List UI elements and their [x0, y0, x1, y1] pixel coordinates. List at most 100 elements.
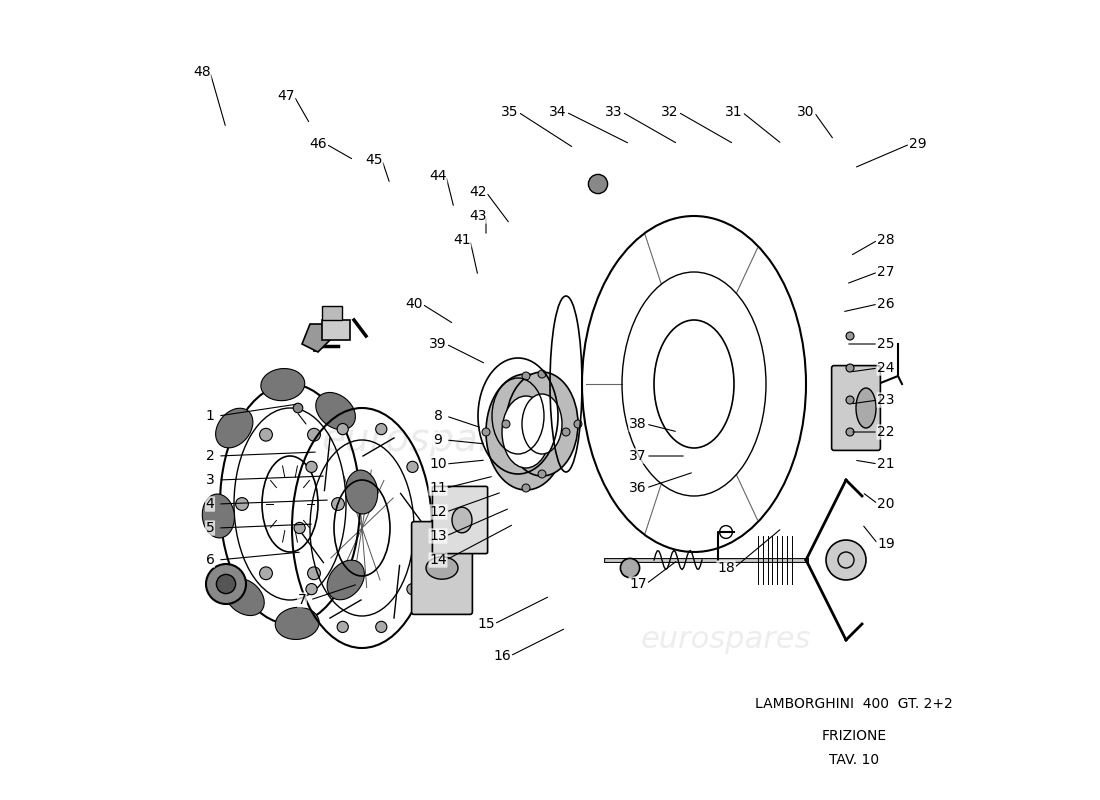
- Circle shape: [846, 428, 854, 436]
- Text: eurospares: eurospares: [321, 421, 539, 459]
- Circle shape: [522, 372, 530, 380]
- Ellipse shape: [327, 560, 364, 600]
- Text: 21: 21: [877, 457, 894, 471]
- Text: 38: 38: [629, 417, 647, 431]
- Text: 41: 41: [453, 233, 471, 247]
- Text: 30: 30: [798, 105, 815, 119]
- Circle shape: [260, 428, 273, 441]
- Text: 17: 17: [629, 577, 647, 591]
- Circle shape: [538, 470, 546, 478]
- Text: 13: 13: [429, 529, 447, 543]
- Circle shape: [482, 428, 490, 436]
- Ellipse shape: [426, 557, 458, 579]
- Text: 22: 22: [878, 425, 894, 439]
- Circle shape: [846, 332, 854, 340]
- FancyBboxPatch shape: [832, 366, 880, 450]
- Text: 43: 43: [470, 209, 486, 223]
- Text: TAV. 10: TAV. 10: [829, 753, 879, 767]
- Text: 25: 25: [878, 337, 894, 351]
- Circle shape: [846, 364, 854, 372]
- Text: 8: 8: [433, 409, 442, 423]
- Circle shape: [376, 423, 387, 434]
- Text: 10: 10: [429, 457, 447, 471]
- Ellipse shape: [261, 369, 305, 401]
- Circle shape: [407, 583, 418, 594]
- Circle shape: [294, 522, 305, 534]
- Ellipse shape: [502, 396, 550, 468]
- Ellipse shape: [345, 470, 377, 514]
- Circle shape: [294, 403, 302, 413]
- Circle shape: [826, 540, 866, 580]
- Ellipse shape: [856, 388, 876, 428]
- Text: 19: 19: [877, 537, 895, 551]
- Text: 16: 16: [493, 649, 510, 663]
- Text: 35: 35: [502, 105, 519, 119]
- Circle shape: [306, 583, 317, 594]
- Text: 34: 34: [549, 105, 566, 119]
- Text: 24: 24: [878, 361, 894, 375]
- Text: 28: 28: [877, 233, 894, 247]
- Circle shape: [419, 522, 430, 534]
- Text: 27: 27: [878, 265, 894, 279]
- Circle shape: [260, 567, 273, 580]
- Text: 31: 31: [725, 105, 742, 119]
- Text: 11: 11: [429, 481, 447, 495]
- Circle shape: [308, 567, 320, 580]
- Text: 47: 47: [277, 89, 295, 103]
- Text: 26: 26: [877, 297, 894, 311]
- Text: 9: 9: [433, 433, 442, 447]
- Text: 7: 7: [298, 593, 307, 607]
- Text: 46: 46: [309, 137, 327, 151]
- Text: 15: 15: [477, 617, 495, 631]
- Circle shape: [337, 423, 349, 434]
- Ellipse shape: [216, 408, 253, 448]
- Ellipse shape: [452, 507, 472, 533]
- Text: 45: 45: [365, 153, 383, 167]
- Circle shape: [217, 574, 235, 594]
- Text: 48: 48: [194, 65, 211, 79]
- Circle shape: [522, 484, 530, 492]
- Circle shape: [574, 420, 582, 428]
- Polygon shape: [302, 324, 330, 352]
- Ellipse shape: [224, 578, 264, 615]
- Text: 4: 4: [206, 497, 214, 511]
- Text: 20: 20: [878, 497, 894, 511]
- Text: 36: 36: [629, 481, 647, 495]
- Bar: [322, 320, 350, 340]
- Circle shape: [502, 420, 510, 428]
- Ellipse shape: [506, 372, 578, 476]
- Bar: [322, 306, 342, 320]
- Circle shape: [337, 622, 349, 633]
- Circle shape: [235, 498, 249, 510]
- Text: 44: 44: [429, 169, 447, 183]
- Circle shape: [308, 428, 320, 441]
- Ellipse shape: [522, 394, 562, 454]
- Circle shape: [620, 558, 639, 578]
- Circle shape: [588, 174, 607, 194]
- Circle shape: [306, 462, 317, 473]
- Text: 18: 18: [717, 561, 735, 575]
- Ellipse shape: [316, 393, 355, 430]
- Circle shape: [562, 428, 570, 436]
- Text: 39: 39: [429, 337, 447, 351]
- Text: 14: 14: [429, 553, 447, 567]
- Text: 1: 1: [206, 409, 214, 423]
- Text: 40: 40: [405, 297, 422, 311]
- Text: 33: 33: [605, 105, 623, 119]
- Circle shape: [538, 370, 546, 378]
- FancyBboxPatch shape: [432, 486, 487, 554]
- Text: 23: 23: [878, 393, 894, 407]
- Text: 3: 3: [206, 473, 214, 487]
- Ellipse shape: [202, 494, 234, 538]
- Circle shape: [846, 396, 854, 404]
- Text: 5: 5: [206, 521, 214, 535]
- Text: 2: 2: [206, 449, 214, 463]
- Text: 42: 42: [470, 185, 486, 199]
- Circle shape: [331, 498, 344, 510]
- Text: 6: 6: [206, 553, 214, 567]
- Circle shape: [376, 622, 387, 633]
- Text: 37: 37: [629, 449, 647, 463]
- Circle shape: [407, 462, 418, 473]
- Text: 12: 12: [429, 505, 447, 519]
- Ellipse shape: [275, 607, 319, 639]
